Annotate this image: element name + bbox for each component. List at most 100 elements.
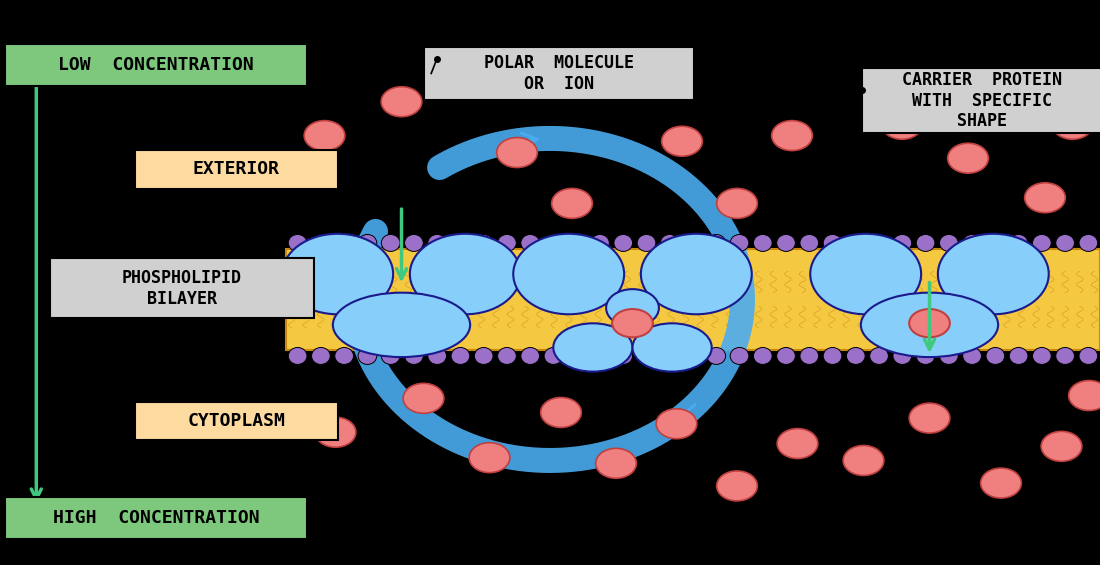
FancyBboxPatch shape xyxy=(286,249,1100,350)
Ellipse shape xyxy=(496,137,538,168)
Ellipse shape xyxy=(334,347,353,364)
Ellipse shape xyxy=(1053,109,1092,140)
Ellipse shape xyxy=(334,234,353,251)
Ellipse shape xyxy=(777,347,795,364)
Ellipse shape xyxy=(410,234,520,314)
Ellipse shape xyxy=(497,234,516,251)
Ellipse shape xyxy=(1025,183,1065,213)
Ellipse shape xyxy=(405,234,424,251)
Ellipse shape xyxy=(660,234,679,251)
Ellipse shape xyxy=(541,398,581,427)
Ellipse shape xyxy=(823,234,842,251)
Ellipse shape xyxy=(520,347,539,364)
Ellipse shape xyxy=(777,428,818,459)
Ellipse shape xyxy=(916,347,935,364)
Ellipse shape xyxy=(1079,347,1098,364)
Ellipse shape xyxy=(707,234,726,251)
Ellipse shape xyxy=(304,121,345,151)
Ellipse shape xyxy=(939,347,958,364)
Text: CYTOPLASM: CYTOPLASM xyxy=(188,412,285,430)
Ellipse shape xyxy=(358,347,376,364)
Ellipse shape xyxy=(683,347,703,364)
Ellipse shape xyxy=(612,309,653,337)
FancyBboxPatch shape xyxy=(862,68,1100,133)
Ellipse shape xyxy=(986,347,1004,364)
Ellipse shape xyxy=(520,234,539,251)
Ellipse shape xyxy=(870,234,889,251)
Ellipse shape xyxy=(717,188,757,219)
Ellipse shape xyxy=(1010,347,1027,364)
Ellipse shape xyxy=(882,109,922,140)
Ellipse shape xyxy=(591,347,609,364)
Ellipse shape xyxy=(514,234,624,314)
Ellipse shape xyxy=(606,289,659,327)
Ellipse shape xyxy=(823,347,842,364)
Ellipse shape xyxy=(1033,234,1052,251)
Ellipse shape xyxy=(544,234,563,251)
Ellipse shape xyxy=(800,347,818,364)
Ellipse shape xyxy=(315,417,356,447)
Ellipse shape xyxy=(497,347,516,364)
Ellipse shape xyxy=(717,471,757,501)
Ellipse shape xyxy=(544,347,563,364)
Ellipse shape xyxy=(568,234,586,251)
Ellipse shape xyxy=(405,347,424,364)
Ellipse shape xyxy=(451,347,470,364)
Ellipse shape xyxy=(847,347,866,364)
Text: POLAR  MOLECULE
OR  ION: POLAR MOLECULE OR ION xyxy=(484,54,634,93)
Ellipse shape xyxy=(660,347,679,364)
Ellipse shape xyxy=(311,234,330,251)
Ellipse shape xyxy=(893,347,912,364)
FancyBboxPatch shape xyxy=(4,498,308,539)
Ellipse shape xyxy=(381,86,422,117)
Text: PHOSPHOLIPID
BILAYER: PHOSPHOLIPID BILAYER xyxy=(121,269,242,307)
Ellipse shape xyxy=(637,347,656,364)
Ellipse shape xyxy=(962,234,981,251)
Ellipse shape xyxy=(893,234,912,251)
Text: EXTERIOR: EXTERIOR xyxy=(192,160,280,179)
Ellipse shape xyxy=(596,449,637,478)
Ellipse shape xyxy=(283,234,393,314)
Ellipse shape xyxy=(469,443,510,472)
Text: HIGH  CONCENTRATION: HIGH CONCENTRATION xyxy=(53,509,260,527)
Ellipse shape xyxy=(707,347,726,364)
Ellipse shape xyxy=(568,347,586,364)
Ellipse shape xyxy=(939,234,958,251)
Ellipse shape xyxy=(1033,347,1052,364)
Ellipse shape xyxy=(333,293,470,357)
Ellipse shape xyxy=(656,409,697,438)
Ellipse shape xyxy=(1056,347,1075,364)
Ellipse shape xyxy=(1056,234,1075,251)
Ellipse shape xyxy=(1042,432,1081,461)
Ellipse shape xyxy=(358,234,376,251)
Ellipse shape xyxy=(730,234,749,251)
Ellipse shape xyxy=(754,347,772,364)
FancyBboxPatch shape xyxy=(134,150,339,189)
Ellipse shape xyxy=(777,234,795,251)
Ellipse shape xyxy=(800,234,818,251)
Ellipse shape xyxy=(981,468,1021,498)
Ellipse shape xyxy=(1079,234,1098,251)
Ellipse shape xyxy=(428,347,447,364)
Ellipse shape xyxy=(641,234,751,314)
Ellipse shape xyxy=(916,234,935,251)
Ellipse shape xyxy=(474,347,493,364)
Ellipse shape xyxy=(843,445,884,476)
Ellipse shape xyxy=(870,347,889,364)
Ellipse shape xyxy=(382,234,400,251)
Text: LOW  CONCENTRATION: LOW CONCENTRATION xyxy=(58,56,254,74)
Text: CARRIER  PROTEIN
WITH  SPECIFIC
SHAPE: CARRIER PROTEIN WITH SPECIFIC SHAPE xyxy=(902,71,1063,131)
Ellipse shape xyxy=(614,347,632,364)
FancyBboxPatch shape xyxy=(134,402,339,440)
FancyBboxPatch shape xyxy=(50,259,314,318)
Ellipse shape xyxy=(847,234,866,251)
Ellipse shape xyxy=(311,347,330,364)
Ellipse shape xyxy=(938,234,1048,314)
Ellipse shape xyxy=(661,126,703,157)
Ellipse shape xyxy=(451,234,470,251)
Ellipse shape xyxy=(962,347,981,364)
Ellipse shape xyxy=(754,234,772,251)
Ellipse shape xyxy=(474,234,493,251)
Ellipse shape xyxy=(811,234,921,314)
Ellipse shape xyxy=(637,234,656,251)
